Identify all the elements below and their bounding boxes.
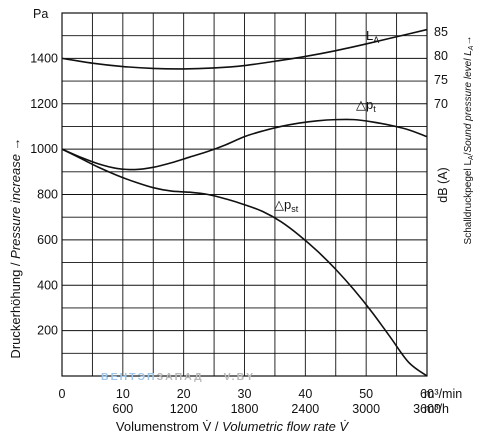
y-axis-right-title-sep: / — [463, 152, 474, 155]
right-axis-ticks: 70 75 80 85 — [434, 25, 448, 111]
left-axis-unit: Pa — [33, 7, 48, 21]
x-tick-label-h: 1800 — [231, 402, 259, 416]
curve-sound-level — [61, 28, 428, 70]
x-tick-label-min: 20 — [177, 387, 191, 401]
x-tick-label-min: 40 — [298, 387, 312, 401]
x-tick-label-h: 1200 — [170, 402, 198, 416]
x-tick-label-min: 60 — [420, 387, 434, 401]
y-right-tick-label: 70 — [434, 97, 448, 111]
y-axis-left-title: Druckerhöhung / Pressure increase → — [8, 137, 23, 358]
x-axis-title-italic: Volumetric flow rate V̇ — [222, 419, 349, 434]
x-tick-label-min: 0 — [59, 387, 66, 401]
x-axis-title: Volumenstrom V̇ / Volumetric flow rate V… — [116, 419, 349, 434]
y-left-tick-label: 800 — [37, 188, 58, 202]
series-label-pst-symbol: △ — [274, 197, 284, 212]
y-right-tick-label: 75 — [434, 73, 448, 87]
series-label-pst-text: p — [284, 197, 291, 212]
x-tick-label-h: 600 — [112, 402, 133, 416]
x-axis-title-plain: Volumenstrom V̇ / — [116, 419, 222, 434]
x-unit-min: m³/min — [424, 387, 462, 401]
x-unit-h: m³/h — [424, 402, 449, 416]
x-tick-label-h: 2400 — [291, 402, 319, 416]
y-left-tick-label: 1200 — [30, 97, 58, 111]
series-label-pst: △pst — [274, 197, 299, 214]
x-tick-label-min: 50 — [359, 387, 373, 401]
x-tick-label-h: 3000 — [352, 402, 380, 416]
y-left-tick-label: 600 — [37, 233, 58, 247]
curves — [61, 28, 428, 377]
right-axis-unit: dB (A) — [436, 167, 450, 202]
series-label-la: LA — [366, 28, 379, 45]
grid-lines — [62, 13, 427, 376]
y-axis-left-title-italic: Pressure increase → — [8, 137, 23, 258]
plot-frame — [61, 12, 428, 377]
y-left-tick-label: 200 — [37, 324, 58, 338]
watermark-part1: ВЕНТЭП — [101, 371, 157, 383]
x-tick-label-min: 10 — [116, 387, 130, 401]
series-label-pt: △pt — [356, 97, 376, 114]
y-left-tick-label: 1400 — [30, 51, 58, 65]
y-axis-right-title: Schalldruckpegel LA/Sound pressure level… — [463, 36, 475, 245]
y-left-tick-label: 1000 — [30, 142, 58, 156]
y-axis-left-title-plain: Druckerhöhung / — [8, 259, 23, 359]
series-label-la-sub: A — [373, 35, 379, 45]
y-axis-right-title-sub1: A — [468, 155, 475, 160]
curve-static-pressure — [61, 148, 428, 377]
y-left-tick-label: 400 — [37, 278, 58, 292]
x-tick-label-h: 3600 — [413, 402, 441, 416]
y-axis-right-title-italic: Sound pressure level L — [463, 50, 474, 152]
curve-total-pressure — [61, 118, 428, 171]
x-axis-ticks: 0 10 20 30 40 50 60 600 1200 1800 2400 3000 3600 — [59, 387, 441, 416]
left-axis-ticks: 200 400 600 800 1000 1200 1400 — [30, 51, 58, 337]
series-label-la-text: L — [366, 28, 373, 43]
series-label-pst-sub: st — [291, 204, 299, 214]
series-label-pt-text: p — [366, 97, 373, 112]
series-label-pt-sub: t — [373, 104, 376, 114]
y-axis-right-title-sub2: A — [468, 45, 475, 51]
watermark-part2: ЗАПАД — [157, 371, 204, 383]
x-tick-label-min: 30 — [238, 387, 252, 401]
y-axis-right-title-plain: Schalldruckpegel L — [463, 160, 474, 245]
watermark-part3: V.BY — [224, 371, 256, 383]
y-right-tick-label: 85 — [434, 25, 448, 39]
series-label-pt-symbol: △ — [356, 97, 366, 112]
y-right-tick-label: 80 — [434, 49, 448, 63]
y-axis-right-title-arrow: → — [463, 36, 474, 46]
watermark: ВЕНТЭПЗАПАД V.BY — [101, 371, 255, 383]
